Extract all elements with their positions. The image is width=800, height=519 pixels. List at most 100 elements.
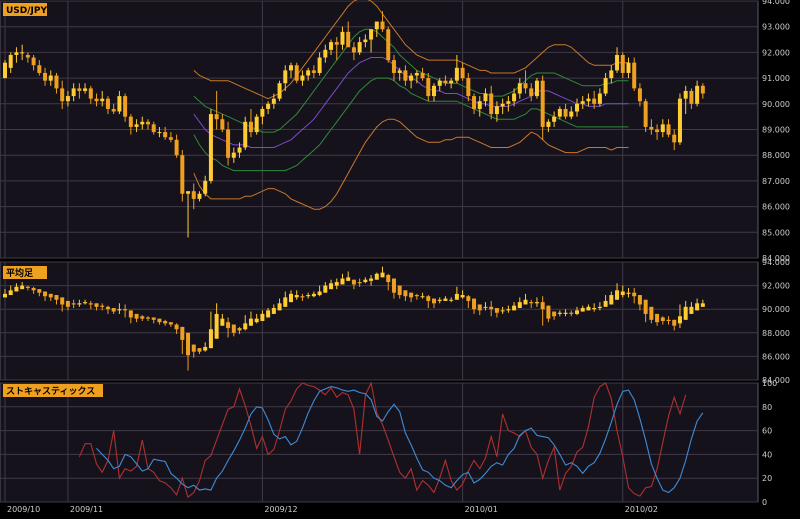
y-tick-label: 85.000 <box>762 228 790 237</box>
candle <box>700 299 705 307</box>
candle <box>437 297 442 304</box>
candle <box>180 150 185 202</box>
candle <box>552 311 557 320</box>
candle <box>575 306 579 316</box>
candle <box>140 315 145 321</box>
candle <box>100 303 105 311</box>
candle <box>500 98 505 115</box>
candle <box>586 93 591 107</box>
candle <box>83 83 88 94</box>
candle <box>569 310 574 317</box>
candle <box>191 344 196 358</box>
candle <box>186 332 191 371</box>
candle <box>420 67 425 81</box>
candle <box>8 285 13 296</box>
candle <box>483 88 488 107</box>
candle <box>128 310 133 324</box>
candle <box>151 121 156 135</box>
candle <box>266 101 271 115</box>
y-tick-label: 92.000 <box>762 48 790 57</box>
candle <box>88 300 93 310</box>
candle <box>140 116 145 130</box>
candle <box>340 273 345 285</box>
candle <box>466 72 471 102</box>
candle <box>146 119 150 130</box>
candle <box>666 119 671 138</box>
x-tick-label: 2009/10 <box>7 505 40 514</box>
heikin-panel-label-text: 平均足 <box>6 267 34 279</box>
candle <box>300 293 305 301</box>
y-tick-label: 93.000 <box>762 23 790 32</box>
candle <box>477 96 482 117</box>
candle <box>420 292 425 299</box>
x-tick-label: 2010/02 <box>625 505 658 514</box>
candle <box>597 302 602 311</box>
candle <box>512 88 517 107</box>
candle <box>43 291 48 301</box>
candle <box>409 72 414 89</box>
candle <box>111 103 116 115</box>
candle <box>563 309 568 317</box>
candle <box>626 57 631 79</box>
candle <box>637 83 642 107</box>
candle <box>454 286 459 300</box>
candle <box>391 278 396 299</box>
candle <box>231 324 236 337</box>
candle <box>306 292 311 299</box>
candle <box>386 273 391 291</box>
candle <box>334 36 339 61</box>
candle <box>449 297 454 303</box>
y-tick-label: 88.000 <box>762 329 790 338</box>
y-tick-label: 100 <box>762 379 777 388</box>
x-tick-label: 2010/01 <box>465 505 498 514</box>
candle <box>289 290 293 303</box>
candle <box>214 90 219 130</box>
candle <box>111 308 116 314</box>
candle <box>660 316 665 325</box>
candle <box>117 303 122 314</box>
candle <box>323 44 328 63</box>
candle <box>248 311 253 326</box>
candle <box>609 291 614 305</box>
candle <box>403 65 408 86</box>
candle <box>283 65 288 91</box>
candle <box>374 272 379 280</box>
candle <box>105 96 110 115</box>
stoch-panel-label-text: ストキャスティックス <box>6 386 95 397</box>
candle <box>649 119 654 135</box>
candle <box>603 295 608 307</box>
candle <box>163 126 168 140</box>
candle <box>563 103 568 120</box>
candle <box>643 98 648 133</box>
y-tick-label: 90.000 <box>762 100 790 109</box>
candle <box>506 96 511 112</box>
candle <box>363 34 368 48</box>
y-tick-label: 91.000 <box>762 74 790 83</box>
candle <box>437 78 442 91</box>
candle <box>540 296 545 326</box>
candle <box>615 47 620 73</box>
candle <box>414 70 419 84</box>
candle <box>546 305 551 323</box>
candle <box>466 295 471 309</box>
candle <box>500 306 505 314</box>
candle <box>357 36 362 55</box>
candle <box>306 67 311 81</box>
candle <box>472 93 477 115</box>
candle <box>208 108 213 184</box>
candle <box>248 108 253 138</box>
candle <box>94 303 99 311</box>
candle <box>443 75 448 86</box>
candle <box>208 311 213 349</box>
candle <box>340 26 345 50</box>
candle <box>609 65 614 84</box>
candle <box>660 119 665 138</box>
candle <box>369 29 374 53</box>
candle <box>271 93 276 109</box>
candle <box>37 289 42 297</box>
main-panel-label-text: USD/JPY <box>6 6 47 16</box>
candle <box>426 72 431 102</box>
candle <box>317 52 322 76</box>
